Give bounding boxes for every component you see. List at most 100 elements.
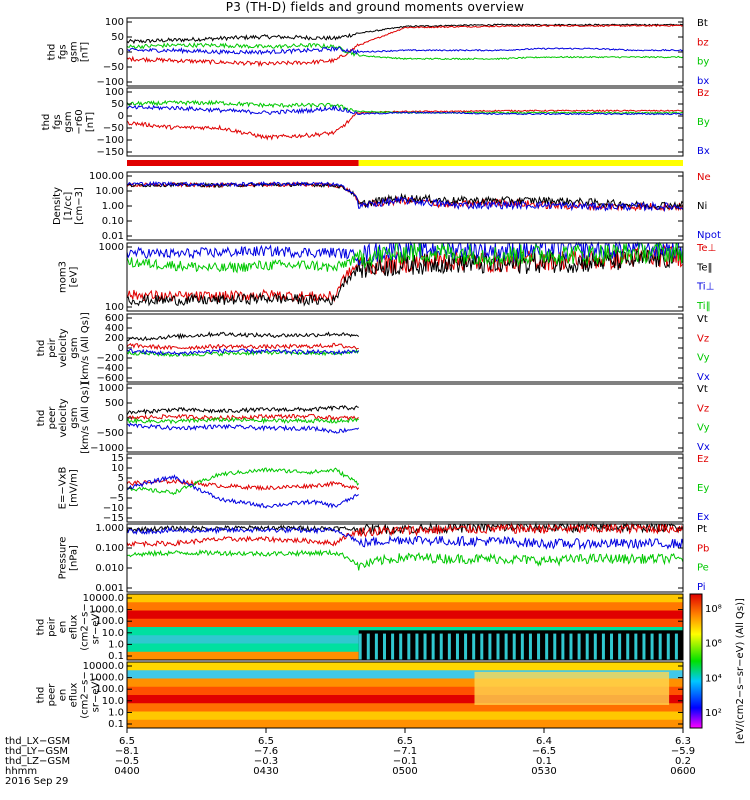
legend-entry: Vy — [697, 423, 710, 434]
y-axis-label: [cm−3] — [74, 187, 85, 225]
y-tick-label: −10 — [103, 503, 124, 514]
y-tick-label: 0 — [118, 343, 124, 354]
ephemeris-value: 6.4 — [536, 736, 552, 747]
ephemeris-value: 0500 — [392, 766, 417, 777]
spectrogram-band — [127, 610, 683, 620]
legend-entry: Bt — [697, 18, 708, 29]
legend-entry: Bx — [697, 146, 710, 157]
spectrogram-stripe — [496, 633, 500, 660]
y-axis-label: [eV] — [69, 267, 80, 288]
y-axis-label: sr−eV) — [91, 610, 102, 645]
spectrogram-stripe — [464, 633, 468, 660]
spectrogram-stripe — [634, 633, 638, 660]
y-tick-label: 100 — [105, 302, 124, 313]
ephemeris-value: 6.5 — [258, 736, 274, 747]
spectrogram-band — [127, 711, 683, 721]
y-axis-label: gsm — [69, 407, 80, 428]
legend-entry: Ni — [697, 201, 707, 212]
y-tick-label: 1000.0 — [89, 673, 124, 684]
series-line — [126, 467, 360, 496]
ephemeris-value: −7.1 — [393, 746, 417, 757]
series-line — [126, 342, 359, 351]
y-axis-label: Density — [52, 187, 63, 225]
spectrogram-stripe — [561, 633, 565, 660]
y-tick-label: −200 — [97, 353, 124, 364]
spectrogram-stripe — [512, 633, 516, 660]
series-line — [126, 347, 360, 357]
series-line — [126, 522, 684, 536]
ephemeris-value: −8.1 — [115, 746, 139, 757]
y-axis-label: (cm2−s− — [80, 671, 91, 718]
ephemeris-value: 6.5 — [119, 736, 135, 747]
y-axis-label: thd — [41, 114, 52, 131]
series-line — [126, 522, 684, 548]
panel-frame — [126, 313, 684, 383]
colorbar-label: [eV/(cm2−s−sr−eV) (All Qs)] — [735, 598, 746, 744]
y-tick-label: −15 — [103, 513, 124, 524]
mode-bar-red — [127, 160, 359, 166]
spectrogram-stripe — [520, 633, 524, 660]
y-tick-label: 10000.0 — [83, 593, 124, 604]
spectrogram-stripe — [545, 633, 549, 660]
spectrogram-stripe — [382, 633, 386, 660]
ephemeris-value: −0.5 — [115, 756, 139, 767]
spectrogram-stripe — [553, 633, 557, 660]
y-tick-label: 0.10 — [102, 216, 124, 227]
y-tick-label: 10000.0 — [83, 661, 124, 672]
spectrogram-stripe — [674, 633, 678, 660]
panel-frame — [126, 171, 684, 241]
legend-entry: Npot — [697, 230, 721, 241]
ephemeris-value: 0530 — [531, 766, 556, 777]
ephemeris-value: 6.5 — [397, 736, 413, 747]
spectrogram-band — [127, 678, 683, 688]
legend-entry: Ey — [697, 483, 709, 494]
y-tick-label: 10 — [111, 463, 124, 474]
y-tick-label: 0.1 — [108, 719, 124, 730]
y-tick-label: 5 — [118, 473, 124, 484]
y-axis-label: thd — [36, 340, 47, 357]
y-tick-label: 1.00 — [102, 201, 124, 212]
series-line — [126, 413, 359, 421]
ephemeris-value: −0.3 — [254, 756, 278, 767]
legend-entry: Pb — [697, 543, 709, 554]
y-axis-label: [mV/m] — [69, 469, 80, 507]
ephemeris-value: 0430 — [253, 766, 278, 777]
spectrogram-stripe — [666, 633, 670, 660]
spectrogram-stripe — [391, 633, 395, 660]
y-tick-label: −600 — [97, 373, 124, 384]
legend-entry: Pi — [697, 582, 706, 593]
series-line — [126, 548, 684, 571]
y-axis-label: Pressure — [58, 537, 69, 580]
legend-entry: bz — [697, 37, 709, 48]
series-line — [126, 331, 360, 342]
legend-entry: Ez — [697, 454, 709, 465]
legend-entry: Vy — [697, 353, 710, 364]
y-tick-label: −5 — [109, 493, 124, 504]
y-tick-label: −50 — [103, 62, 124, 73]
legend-entry: Vz — [697, 403, 709, 414]
colorbar-tick-label: 10⁶ — [705, 639, 722, 650]
y-tick-label: −100 — [97, 77, 124, 88]
y-axis-label: (cm2−s− — [80, 603, 91, 650]
y-tick-label: 1.0 — [108, 639, 124, 650]
y-tick-label: 1000 — [99, 242, 124, 253]
y-tick-label: −100 — [97, 135, 124, 146]
y-axis-label: peer — [47, 406, 58, 430]
series-line — [126, 478, 360, 492]
spectrogram-stripe — [537, 633, 541, 660]
series-line — [126, 526, 684, 551]
spectrogram-stripe — [431, 633, 435, 660]
spectrogram-band — [127, 719, 683, 729]
y-tick-label: 200 — [105, 333, 124, 344]
y-axis-label: velocity — [58, 398, 69, 437]
spectrogram-band — [127, 602, 683, 611]
y-axis-label: sr−eV) — [91, 678, 102, 713]
y-axis-label: gsm — [69, 337, 80, 358]
y-tick-label: −150 — [97, 147, 124, 158]
y-axis-label: fgs — [58, 44, 69, 59]
legend-entry: Ti‖ — [696, 301, 711, 312]
y-tick-label: 0.001 — [95, 583, 124, 594]
series-line — [126, 104, 684, 116]
spectrogram-stripe — [642, 633, 646, 660]
series-line — [126, 241, 684, 274]
